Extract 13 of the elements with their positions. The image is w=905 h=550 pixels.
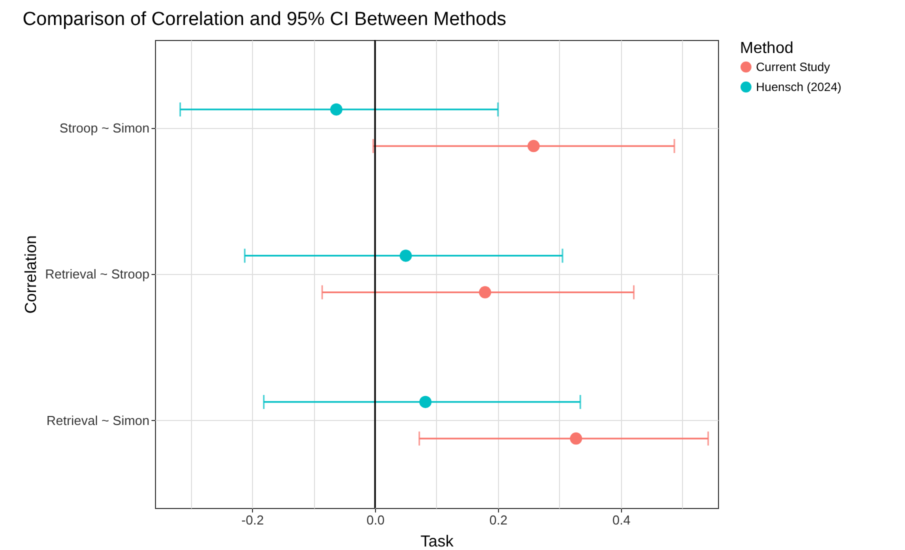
legend-title: Method	[740, 40, 794, 57]
legend-label: Current Study	[756, 60, 830, 74]
y-tick-label: Retrieval ~ Stroop	[45, 266, 150, 282]
x-tick-label: 0.4	[612, 512, 630, 528]
x-tick-label: -0.2	[241, 512, 264, 528]
y-tick-label: Retrieval ~ Simon	[46, 412, 150, 428]
x-tick-label: 0.2	[489, 512, 508, 528]
y-axis-title: Correlation	[23, 235, 40, 314]
x-axis-title: Task	[420, 534, 454, 550]
chart-title: Comparison of Correlation and 95% CI Between Methods	[22, 9, 506, 30]
y-tick-label: Stroop ~ Simon	[60, 120, 150, 136]
legend-label: Huensch (2024)	[756, 80, 842, 94]
x-tick-label: 0.0	[366, 512, 385, 528]
